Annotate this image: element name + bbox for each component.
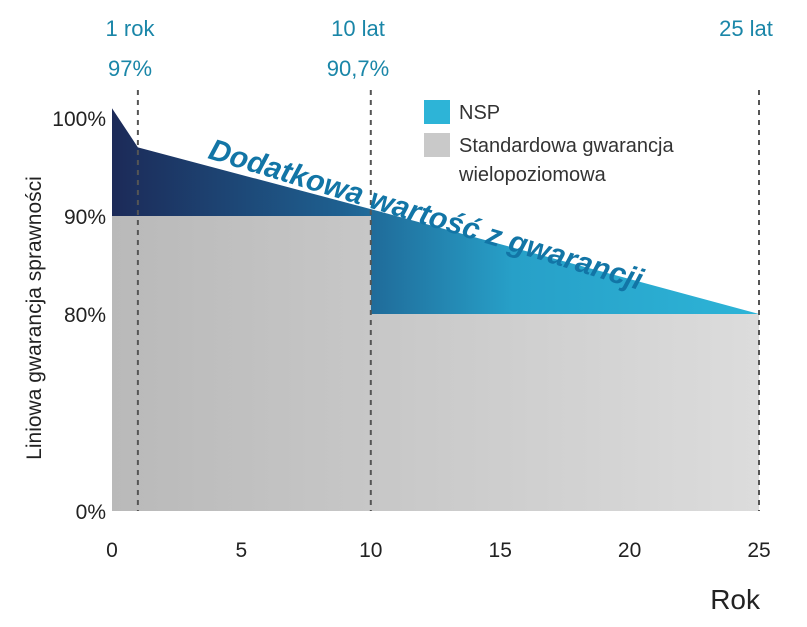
top-value-10-lat: 90,7% <box>327 56 389 81</box>
legend-label-nsp: NSP <box>459 102 500 124</box>
y-tick-label: 100% <box>52 108 106 131</box>
top-label-25-lat: 25 lat <box>719 16 773 41</box>
x-axis-label: Rok <box>710 584 761 615</box>
y-tick-label: 0% <box>76 501 106 524</box>
x-tick-label: 10 <box>359 539 382 562</box>
y-tick-label: 80% <box>64 304 106 327</box>
legend-swatch-nsp <box>424 100 450 124</box>
legend-swatch-standard <box>424 133 450 157</box>
x-tick-label: 25 <box>747 539 770 562</box>
top-label-1-rok: 1 rok <box>106 16 156 41</box>
standard-area <box>112 216 759 511</box>
legend-label-standard: Standardowa gwarancja <box>459 135 674 157</box>
nsp-area <box>112 108 759 314</box>
x-tick-label: 20 <box>618 539 641 562</box>
x-tick-label: 0 <box>106 539 118 562</box>
top-value-1-rok: 97% <box>108 56 152 81</box>
y-tick-label: 90% <box>64 206 106 229</box>
x-tick-label: 15 <box>489 539 512 562</box>
legend-label-standard-cont: wielopoziomowa <box>458 164 607 186</box>
y-axis-label: Liniowa gwarancja sprawności <box>23 176 46 460</box>
x-tick-label: 5 <box>236 539 248 562</box>
top-label-10-lat: 10 lat <box>331 16 385 41</box>
